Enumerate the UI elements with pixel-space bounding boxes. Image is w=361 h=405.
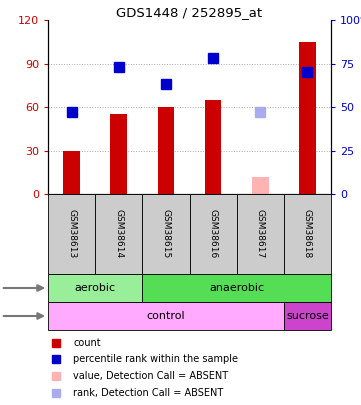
Text: sucrose: sucrose [286, 311, 329, 321]
Text: GSM38617: GSM38617 [256, 209, 265, 259]
Text: control: control [147, 311, 185, 321]
Text: GSM38618: GSM38618 [303, 209, 312, 259]
Text: anaerobic: anaerobic [209, 283, 264, 293]
Text: GSM38615: GSM38615 [161, 209, 170, 259]
Bar [48, 302, 284, 330]
Bar [158, 107, 174, 194]
Text: count: count [74, 338, 101, 347]
Bar [252, 177, 269, 194]
Text: rank, Detection Call = ABSENT: rank, Detection Call = ABSENT [74, 388, 224, 398]
Text: GSM38614: GSM38614 [114, 209, 123, 258]
Bar [95, 194, 142, 274]
Text: aerobic: aerobic [75, 283, 116, 293]
Bar [237, 194, 284, 274]
Bar [110, 114, 127, 194]
Bar [142, 194, 190, 274]
Title: GDS1448 / 252895_at: GDS1448 / 252895_at [117, 6, 262, 19]
Text: GSM38616: GSM38616 [209, 209, 218, 259]
Bar [299, 42, 316, 194]
Bar [48, 274, 142, 302]
Bar [142, 274, 331, 302]
Text: value, Detection Call = ABSENT: value, Detection Call = ABSENT [74, 371, 229, 381]
Text: percentile rank within the sample: percentile rank within the sample [74, 354, 239, 364]
Bar [190, 194, 237, 274]
Bar [63, 151, 80, 194]
Text: GSM38613: GSM38613 [67, 209, 76, 259]
Bar [48, 194, 95, 274]
Bar [205, 100, 221, 194]
Bar [284, 194, 331, 274]
Bar [284, 302, 331, 330]
